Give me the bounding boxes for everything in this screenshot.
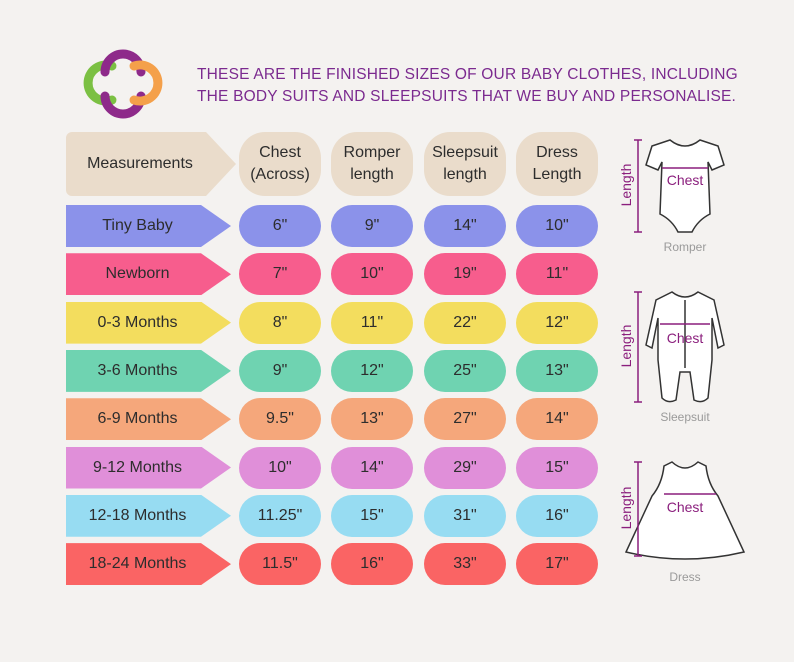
size-value: 22" bbox=[424, 301, 506, 344]
row-label: 9-12 Months bbox=[66, 447, 231, 489]
chest-label: Chest bbox=[666, 499, 704, 515]
size-value: 19" bbox=[424, 253, 506, 296]
title-line: THESE ARE THE FINISHED SIZES OF OUR BABY… bbox=[197, 66, 738, 83]
title-line: THE BODY SUITS AND SLEEPSUITS THAT WE BU… bbox=[197, 88, 737, 105]
diagram-caption: Dress bbox=[669, 570, 701, 584]
dress-drawing bbox=[624, 461, 746, 560]
diagram-caption: Romper bbox=[663, 240, 707, 254]
row-label: 0-3 Months bbox=[66, 302, 231, 344]
row-label: 12-18 Months bbox=[66, 495, 231, 537]
row-label: 6-9 Months bbox=[66, 398, 231, 440]
size-value: 14" bbox=[424, 205, 506, 247]
size-value: 9.5" bbox=[239, 398, 321, 441]
size-value: 33" bbox=[424, 543, 506, 586]
size-value: 15" bbox=[516, 446, 598, 489]
column-header: Dress Length bbox=[516, 132, 598, 196]
size-value: 16" bbox=[516, 494, 598, 537]
sleepsuit-drawing bbox=[645, 291, 725, 403]
row-label: Tiny Baby bbox=[66, 205, 231, 247]
size-value: 10" bbox=[239, 446, 321, 489]
size-value: 11" bbox=[516, 253, 598, 296]
length-label: Length bbox=[618, 163, 634, 207]
size-value: 9" bbox=[239, 349, 321, 392]
chest-label: Chest bbox=[666, 172, 704, 188]
size-value: 14" bbox=[516, 398, 598, 441]
romper-drawing bbox=[645, 139, 725, 233]
size-value: 13" bbox=[516, 349, 598, 392]
title: THESE ARE THE FINISHED SIZES OF OUR BABY… bbox=[197, 64, 738, 108]
size-value: 8" bbox=[239, 301, 321, 344]
size-value: 12" bbox=[331, 349, 413, 392]
chest-label: Chest bbox=[666, 330, 704, 346]
size-value: 10" bbox=[516, 205, 598, 247]
size-value: 7" bbox=[239, 253, 321, 296]
size-value: 16" bbox=[331, 543, 413, 586]
size-value: 10" bbox=[331, 253, 413, 296]
size-value: 31" bbox=[424, 494, 506, 537]
row-label: 18-24 Months bbox=[66, 543, 231, 585]
column-header: Sleepsuit length bbox=[424, 132, 506, 196]
length-label: Length bbox=[618, 486, 634, 530]
size-value: 14" bbox=[331, 446, 413, 489]
size-value: 11" bbox=[331, 301, 413, 344]
row-label: 3-6 Months bbox=[66, 350, 231, 392]
length-label: Length bbox=[618, 324, 634, 368]
size-value: 13" bbox=[331, 398, 413, 441]
size-value: 25" bbox=[424, 349, 506, 392]
size-value: 6" bbox=[239, 205, 321, 247]
size-value: 27" bbox=[424, 398, 506, 441]
size-value: 11.5" bbox=[239, 543, 321, 586]
measure-lines bbox=[634, 139, 716, 557]
row-label: Newborn bbox=[66, 253, 231, 295]
size-value: 12" bbox=[516, 301, 598, 344]
size-value: 15" bbox=[331, 494, 413, 537]
diagram-caption: Sleepsuit bbox=[660, 410, 710, 424]
column-header: Chest (Across) bbox=[239, 132, 321, 196]
size-value: 17" bbox=[516, 543, 598, 586]
size-value: 11.25" bbox=[239, 494, 321, 537]
size-value: 9" bbox=[331, 205, 413, 247]
header-label: Measurements bbox=[66, 132, 236, 196]
size-value: 29" bbox=[424, 446, 506, 489]
column-header: Romper length bbox=[331, 132, 413, 196]
logo bbox=[83, 49, 163, 119]
